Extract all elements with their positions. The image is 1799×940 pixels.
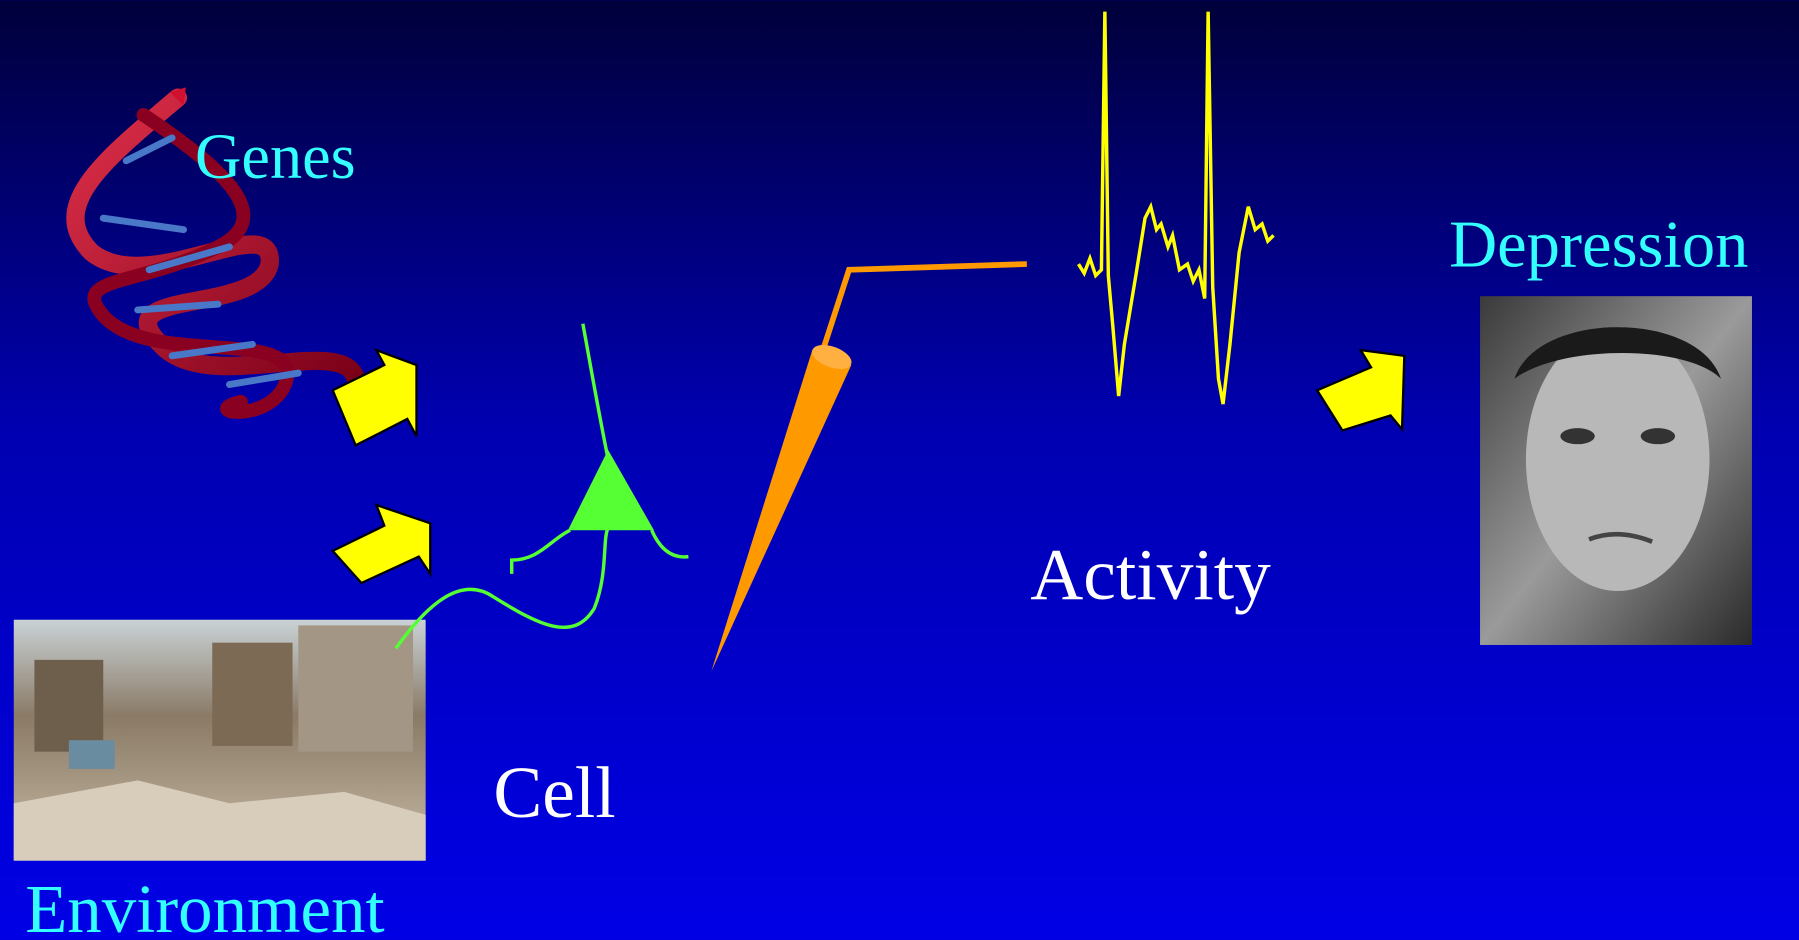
arrow	[1315, 348, 1406, 433]
neuron	[394, 323, 689, 650]
depression-label: Depression	[1449, 208, 1748, 281]
depression-photo	[1480, 296, 1752, 645]
arrow	[330, 503, 432, 585]
spike-trace	[1077, 11, 1275, 405]
environment-label: Environment	[25, 871, 384, 940]
arrow	[331, 347, 418, 447]
genes-label: Genes	[195, 121, 356, 192]
environment-photo	[13, 619, 426, 861]
dna-helix	[66, 87, 365, 419]
arrows	[330, 347, 1406, 585]
cell-label: Cell	[493, 752, 615, 833]
activity-label: Activity	[1030, 534, 1271, 615]
electrode	[711, 261, 1027, 672]
